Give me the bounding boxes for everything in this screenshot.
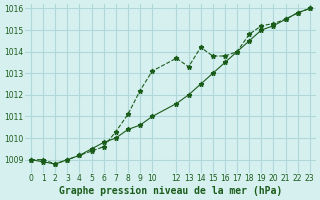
X-axis label: Graphe pression niveau de la mer (hPa): Graphe pression niveau de la mer (hPa) xyxy=(59,186,282,196)
